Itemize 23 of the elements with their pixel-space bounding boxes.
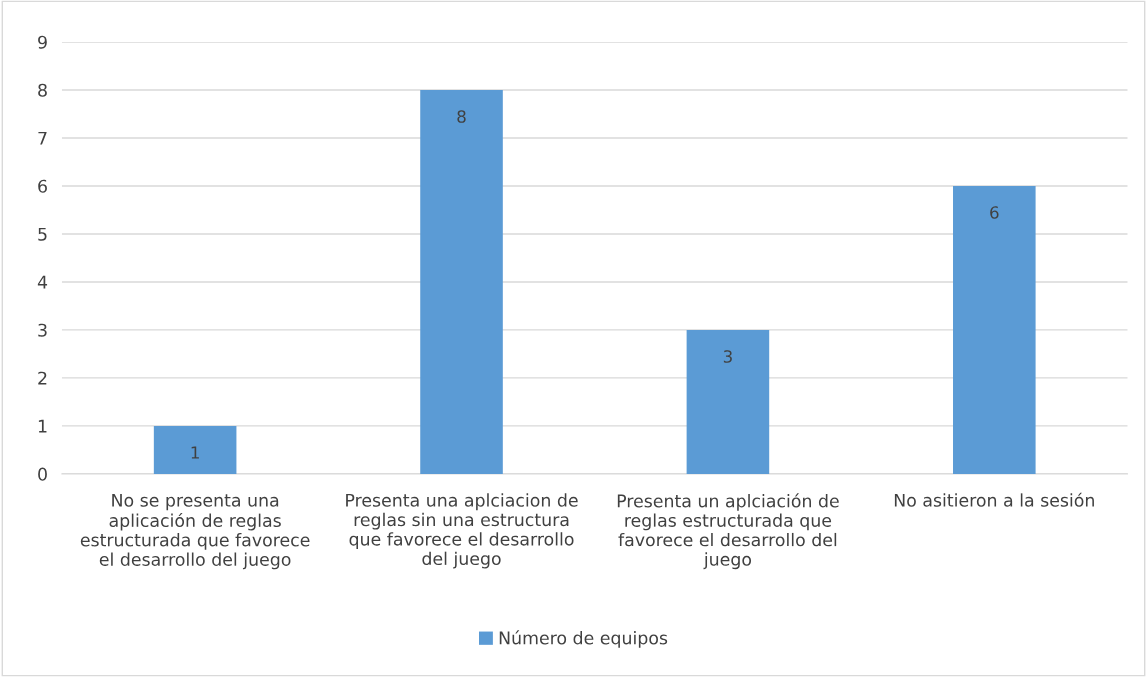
legend-label: Número de equipos (499, 630, 668, 648)
data-label: 1 (191, 446, 199, 459)
bar (953, 185, 1036, 474)
data-label: 6 (990, 206, 999, 219)
y-tick-label: 1 (38, 419, 47, 433)
x-tick-label: No asitieron a la sesión (894, 492, 1094, 507)
bar (153, 425, 237, 474)
data-label: 8 (457, 110, 466, 123)
y-tick-label: 9 (38, 35, 47, 49)
data-label: 3 (723, 350, 732, 363)
y-tick-label: 8 (38, 83, 47, 97)
y-tick-label: 4 (37, 275, 48, 289)
x-tick-label: Presenta una aplciacion de reglas sin una estructura que favorece el desarrollo del juego (346, 493, 578, 569)
x-tick-label: No se presenta una aplicación de reglas estructurada que favorece el desarrollo del juego (80, 493, 310, 570)
y-tick-label: 2 (38, 371, 47, 385)
x-tick-label: Presenta un aplciación de reglas estructurada que favorece el desarrollo del juego (617, 493, 839, 570)
y-tick-label: 0 (38, 467, 47, 481)
y-tick-label: 5 (38, 227, 47, 241)
y-tick-label: 7 (38, 131, 47, 145)
y-tick-label: 6 (38, 179, 47, 193)
bar (420, 89, 503, 474)
y-tick-label: 3 (38, 323, 47, 337)
bar (686, 329, 770, 474)
